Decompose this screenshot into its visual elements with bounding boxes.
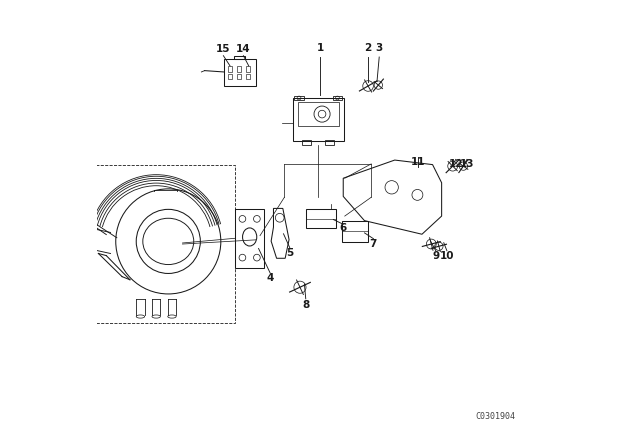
Bar — [302, 140, 311, 145]
Text: 12: 12 — [449, 159, 463, 169]
Bar — [325, 140, 334, 145]
Text: 13: 13 — [460, 159, 474, 169]
Bar — [246, 73, 250, 79]
Bar — [228, 66, 232, 72]
Bar — [306, 209, 336, 228]
Text: 3: 3 — [376, 43, 383, 53]
Bar — [294, 96, 303, 100]
Bar — [298, 103, 339, 126]
Bar — [234, 56, 246, 59]
Text: 7: 7 — [370, 239, 377, 249]
Bar — [228, 73, 232, 79]
Bar — [224, 59, 256, 86]
Text: 11: 11 — [411, 157, 425, 167]
Bar — [237, 66, 241, 72]
Text: 14: 14 — [236, 44, 251, 55]
Text: 10: 10 — [440, 251, 454, 261]
Text: 5: 5 — [286, 248, 293, 258]
Text: C0301904: C0301904 — [476, 412, 516, 421]
Text: 6: 6 — [339, 224, 346, 233]
Text: 2: 2 — [364, 43, 371, 53]
Text: 9: 9 — [432, 251, 439, 261]
Bar — [236, 209, 264, 268]
Bar — [83, 165, 235, 323]
Bar — [342, 221, 367, 242]
Text: 4: 4 — [266, 273, 274, 283]
Bar — [246, 66, 250, 72]
Bar — [333, 96, 342, 100]
Text: 1: 1 — [316, 43, 324, 53]
Text: 8: 8 — [302, 300, 309, 310]
Text: 15: 15 — [216, 44, 230, 55]
Bar — [237, 73, 241, 79]
Bar — [292, 98, 344, 141]
